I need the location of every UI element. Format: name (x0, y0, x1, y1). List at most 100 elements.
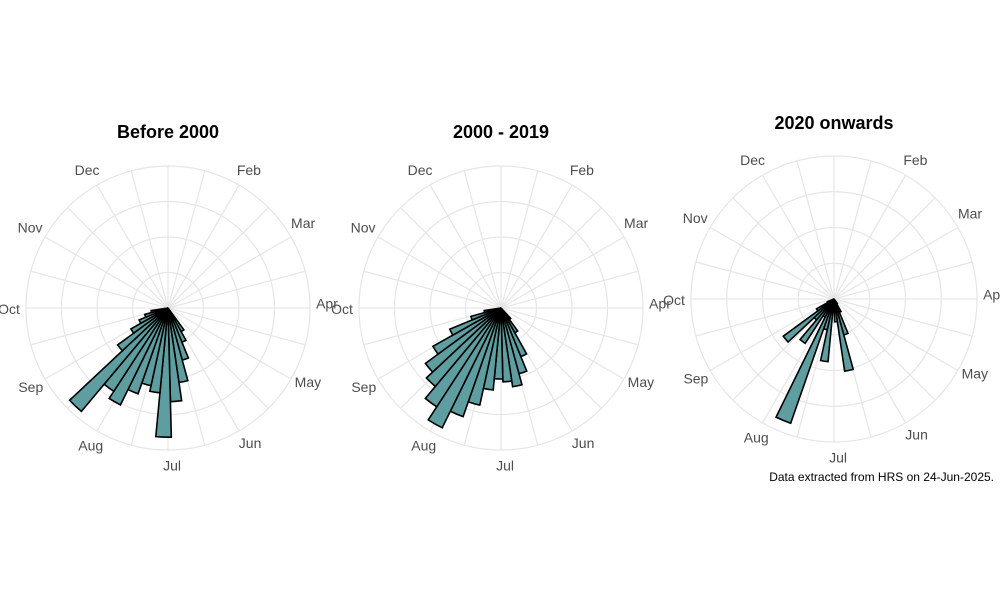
grid-spoke (500, 307, 639, 346)
month-label-dec: Dec (408, 162, 433, 178)
bar (826, 298, 835, 304)
grid (690, 155, 978, 443)
month-label-aug: Aug (78, 438, 103, 454)
month-label-oct: Oct (0, 301, 20, 317)
month-label-apr: Apr (983, 286, 1000, 302)
bar (483, 307, 502, 314)
grid-spoke (695, 298, 835, 337)
grid-spoke (500, 207, 602, 309)
bars (424, 307, 528, 429)
grid-spoke (709, 226, 835, 300)
month-label-feb: Feb (903, 152, 927, 168)
month-label-may: May (628, 374, 654, 390)
month-label-apr: Apr (649, 295, 671, 311)
grid-spoke (833, 261, 973, 300)
grid-spoke (833, 226, 959, 300)
month-label-nov: Nov (683, 210, 708, 226)
bar (129, 307, 169, 335)
month-label-jun: Jun (239, 435, 262, 451)
bar (500, 307, 523, 388)
month-label-jul: Jul (496, 458, 514, 474)
bars (68, 307, 190, 439)
grid-spoke (167, 307, 292, 380)
month-label-feb: Feb (237, 162, 261, 178)
month-label-mar: Mar (291, 215, 315, 231)
grid-spoke (167, 236, 292, 309)
grid-spoke (167, 307, 269, 409)
grid-spoke (833, 298, 973, 337)
grid-spoke (732, 197, 835, 300)
month-label-nov: Nov (351, 220, 376, 236)
grid-spoke (796, 160, 835, 300)
bar (774, 298, 835, 425)
panel-title: 2000 - 2019 (453, 122, 549, 142)
grid-spoke (429, 184, 502, 309)
panel-title: 2020 onwards (774, 113, 893, 133)
month-label-sep: Sep (683, 371, 708, 387)
grid-spoke (167, 270, 306, 309)
bar (448, 307, 502, 337)
grid-spoke (167, 307, 306, 346)
month-label-aug: Aug (744, 430, 769, 446)
panel-title: Before 2000 (117, 122, 219, 142)
grid-spoke (761, 174, 835, 300)
bar (427, 307, 502, 429)
grid-spoke (695, 261, 835, 300)
grid-spoke (363, 270, 502, 309)
grid-spoke (44, 236, 169, 309)
month-label-dec: Dec (75, 162, 100, 178)
bar (500, 307, 513, 383)
grid-spoke (167, 170, 206, 309)
grid-spoke (377, 236, 502, 309)
grid-spoke (96, 184, 169, 309)
month-label-sep: Sep (351, 379, 376, 395)
bar (782, 298, 835, 344)
bar (431, 307, 502, 356)
grid-spoke (833, 298, 907, 424)
polar-panel-3: 2020 onwards Feb Mar Apr May Jun Jul Aug Sep Oct N… (663, 113, 1000, 466)
bar (154, 307, 173, 439)
bar (116, 307, 169, 352)
month-label-mar: Mar (958, 205, 982, 221)
bar (469, 307, 502, 321)
bar (424, 307, 502, 374)
month-label-feb: Feb (570, 162, 594, 178)
month-label-oct: Oct (663, 292, 685, 308)
polar-panel-1: Before 2000 Feb Mar Apr May Jun Jul Aug Sep Oct No… (0, 122, 338, 474)
month-label-jul: Jul (829, 450, 847, 466)
grid-spoke (500, 307, 602, 409)
month-label-nov: Nov (18, 220, 43, 236)
month-label-mar: Mar (624, 215, 648, 231)
grid-spoke (500, 307, 625, 380)
grid-spoke (30, 270, 169, 309)
grid-spoke (500, 270, 639, 309)
grid-spoke (463, 170, 502, 309)
bar (425, 307, 502, 388)
bar (833, 298, 855, 373)
month-label-apr: Apr (316, 295, 338, 311)
grid-spoke (833, 160, 872, 300)
month-label-oct: Oct (331, 301, 353, 317)
bar (68, 307, 169, 413)
grid-spoke (130, 170, 169, 309)
month-label-sep: Sep (18, 379, 43, 395)
grid-spoke (761, 298, 835, 424)
grid-spoke (167, 184, 240, 309)
data-source-caption: Data extracted from HRS on 24-Jun-2025. (769, 470, 994, 484)
grid-spoke (833, 298, 936, 401)
grid-spoke (400, 207, 502, 309)
grid-spoke (833, 197, 936, 300)
month-label-aug: Aug (411, 438, 436, 454)
grid-spoke (833, 298, 959, 372)
polar-panel-2: 2000 - 2019 Feb Mar Apr May Jun Jul Aug Sep Oct No… (331, 122, 671, 474)
bar (424, 307, 502, 408)
month-label-jul: Jul (163, 458, 181, 474)
grid-spoke (67, 207, 169, 309)
month-label-jun: Jun (905, 427, 928, 443)
grid-spoke (500, 184, 573, 309)
grid-spoke (167, 207, 269, 309)
grid-spoke (500, 236, 625, 309)
grid-spoke (833, 174, 907, 300)
month-label-may: May (962, 366, 988, 382)
